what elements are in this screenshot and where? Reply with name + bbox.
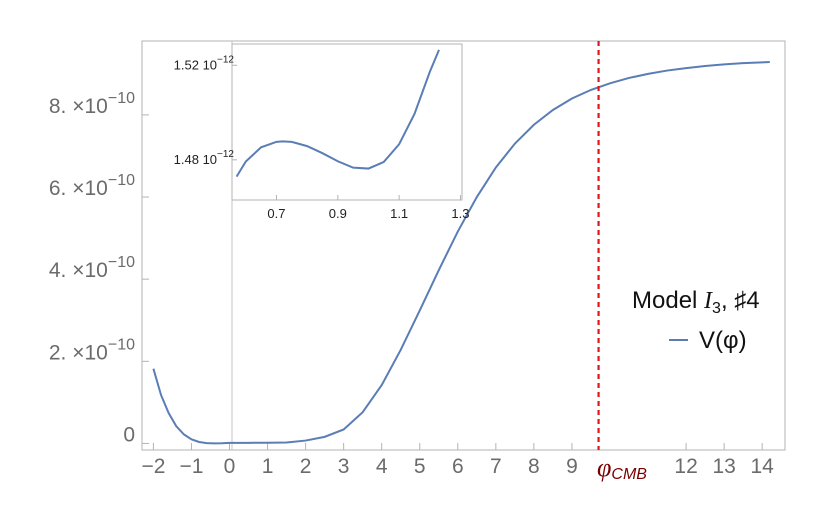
- inset-x-tick-label: 1.1: [390, 206, 408, 221]
- main-y-tick-label: 8. ×10−10: [49, 90, 135, 118]
- phi-cmb-symbol: φ: [597, 453, 611, 482]
- main-x-tick-label: 7: [490, 455, 502, 478]
- inset-y-tick-label: 1.48 10−12: [174, 149, 235, 167]
- plot-frame: [141, 40, 786, 451]
- inset-y-ticks: 1.48 10−12 1.52 10−12: [174, 54, 237, 167]
- inset-chart: 0.7 0.9 1.1 1.3 1.48 10−12 1.52 10−12: [174, 43, 470, 221]
- main-x-tick-label: 2: [300, 455, 312, 478]
- main-x-tick-label: −2: [141, 455, 165, 478]
- main-x-tick-label: 8: [528, 455, 540, 478]
- phi-cmb-label: φCMB: [597, 453, 647, 483]
- inset-x-tick-label: 0.7: [267, 206, 285, 221]
- legend-entry: V(φ): [699, 327, 747, 354]
- phi-cmb-subscript: CMB: [611, 466, 647, 483]
- main-y-tick-label: 0: [123, 423, 135, 446]
- main-x-tick-label: 14: [750, 455, 774, 478]
- main-y-tick-label: 2. ×10−10: [49, 336, 135, 364]
- main-x-tick-label: 3: [338, 455, 350, 478]
- series-line-inset: [235, 49, 440, 178]
- inset-y-tick-label: 1.52 10−12: [174, 54, 235, 72]
- main-x-tick-label: −1: [179, 455, 203, 478]
- y-ticks: 0 2. ×10−10 4. ×10−10 6. ×10−10 8. ×10−10: [49, 90, 149, 446]
- main-x-tick-label: 6: [452, 455, 464, 478]
- main-y-tick-label: 4. ×10−10: [49, 254, 135, 282]
- legend-title: Model I3, ♯4: [632, 287, 760, 317]
- inset-x-ticks: 0.7 0.9 1.1 1.3: [267, 195, 470, 221]
- main-x-tick-label: 0: [224, 455, 236, 478]
- inset-x-tick-label: 1.3: [451, 206, 469, 221]
- inset-x-tick-label: 0.9: [329, 206, 347, 221]
- main-x-tick-label: 4: [376, 455, 388, 478]
- main-x-tick-label: 5: [414, 455, 426, 478]
- legend: Model I3, ♯4 V(φ): [632, 287, 760, 354]
- main-x-tick-label: 12: [674, 455, 697, 478]
- x-ticks: −2 −1 0 1 2 3 4 5 6 7 8 9 12 13 14: [141, 443, 774, 478]
- main-x-tick-label: 1: [262, 455, 274, 478]
- series-line-main: [152, 60, 770, 445]
- inset-frame: [231, 43, 463, 201]
- main-y-tick-label: 6. ×10−10: [49, 172, 135, 200]
- main-x-tick-label: 9: [566, 455, 578, 478]
- main-x-tick-label: 13: [712, 455, 735, 478]
